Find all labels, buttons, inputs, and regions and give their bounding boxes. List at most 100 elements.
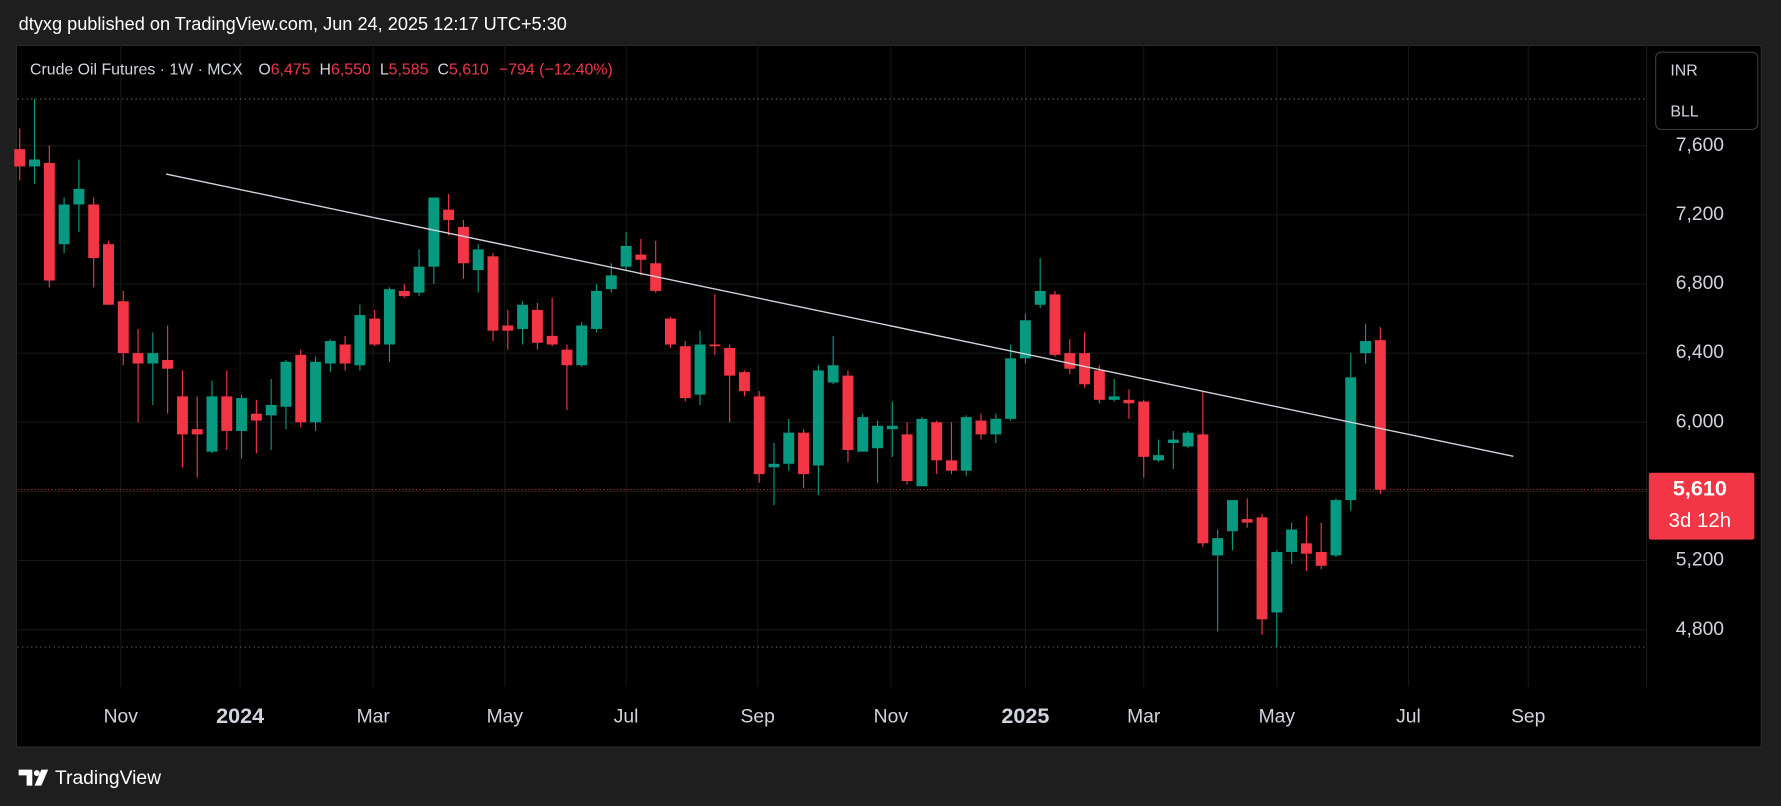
candle-body bbox=[798, 432, 810, 475]
candle-body bbox=[990, 418, 1002, 435]
candle-body bbox=[58, 204, 70, 245]
symbol: Crude Oil Futures · 1W · MCX bbox=[30, 62, 243, 79]
candle-body bbox=[443, 209, 455, 221]
candle-body bbox=[428, 197, 440, 267]
candle-body bbox=[916, 418, 928, 487]
candle-body bbox=[43, 162, 55, 281]
candle-body bbox=[339, 344, 351, 364]
candle-body bbox=[1271, 551, 1283, 613]
brand-logo bbox=[18, 769, 49, 786]
candle-body bbox=[827, 365, 839, 383]
y-tick-label: 5,200 bbox=[1676, 550, 1724, 571]
candle-body bbox=[280, 361, 292, 407]
candle-body bbox=[561, 349, 573, 366]
candle-body bbox=[1138, 401, 1150, 457]
publish-title: dtyxg published on TradingView.com, Jun … bbox=[19, 14, 567, 34]
candle-body bbox=[901, 434, 913, 482]
x-tick-label: Sep bbox=[1511, 707, 1545, 728]
candle-body bbox=[1212, 538, 1224, 556]
ohlc-value: 6,550 bbox=[331, 62, 371, 79]
unit-button[interactable]: BLL bbox=[1670, 104, 1698, 121]
candle-body bbox=[132, 353, 144, 364]
y-tick-label: 7,200 bbox=[1676, 204, 1724, 225]
x-tick-label: Sep bbox=[741, 707, 775, 728]
candle-body bbox=[1226, 500, 1238, 532]
candle-body bbox=[295, 354, 307, 423]
candle-body bbox=[206, 396, 218, 452]
candle-body bbox=[1286, 529, 1298, 552]
candle-body bbox=[1049, 294, 1061, 355]
candle-body bbox=[753, 396, 765, 475]
candle-body bbox=[1345, 377, 1357, 501]
candle-body bbox=[768, 463, 780, 468]
candle-body bbox=[1108, 396, 1120, 400]
x-tick-label: Nov bbox=[104, 707, 139, 728]
candle-body bbox=[1019, 320, 1031, 359]
candle-body bbox=[664, 318, 676, 345]
candle-body bbox=[265, 405, 277, 416]
candle-body bbox=[945, 460, 957, 471]
candle-body bbox=[546, 335, 558, 345]
x-tick-label: Nov bbox=[874, 707, 909, 728]
candle-body bbox=[191, 429, 203, 435]
x-tick-label: Mar bbox=[1127, 707, 1161, 728]
x-tick-label: Mar bbox=[357, 707, 391, 728]
candle-body bbox=[383, 289, 395, 345]
candle-body bbox=[1064, 353, 1076, 369]
candle-body bbox=[1153, 455, 1164, 461]
y-tick-label: 6,800 bbox=[1676, 273, 1724, 294]
ohlc-value: 5,585 bbox=[389, 62, 429, 79]
candle-body bbox=[103, 244, 114, 305]
candle-body bbox=[886, 425, 898, 430]
y-tick-label: 4,800 bbox=[1676, 619, 1724, 640]
candle-body bbox=[1034, 290, 1046, 305]
candle-body bbox=[531, 309, 543, 343]
candle-body bbox=[1256, 517, 1268, 620]
change: −794 (−12.40%) bbox=[499, 62, 613, 79]
candle-body bbox=[872, 425, 883, 449]
candle-body bbox=[812, 370, 824, 466]
candle-body bbox=[398, 290, 410, 297]
candle-body bbox=[591, 290, 602, 329]
candle-body bbox=[147, 353, 159, 364]
candle-body bbox=[605, 275, 617, 290]
candle-body bbox=[472, 249, 484, 271]
candle-body bbox=[620, 245, 632, 267]
candle-body bbox=[457, 226, 469, 264]
x-tick-label: 2025 bbox=[1001, 703, 1049, 728]
x-tick-label: Jul bbox=[1396, 707, 1421, 728]
plot bbox=[14, 45, 1647, 687]
candle-body bbox=[14, 149, 26, 167]
x-tick-label: 2024 bbox=[216, 703, 264, 728]
ohlc-value: 5,610 bbox=[449, 62, 489, 79]
y-tick-label: 6,400 bbox=[1676, 342, 1724, 363]
candle-body bbox=[679, 346, 691, 399]
x-tick-label: Jul bbox=[614, 707, 639, 728]
y-tick-label: 6,000 bbox=[1676, 411, 1724, 432]
last-price-label: 5,610 bbox=[1673, 475, 1727, 500]
unit-button[interactable]: INR bbox=[1670, 63, 1697, 80]
candle-body bbox=[236, 398, 248, 431]
candle-body bbox=[1197, 434, 1209, 544]
candle-body bbox=[502, 325, 514, 331]
candle-body bbox=[960, 417, 972, 471]
candle-body bbox=[310, 361, 321, 423]
ohlc-key: O bbox=[258, 62, 270, 79]
candle-body bbox=[842, 375, 854, 450]
candle-body bbox=[694, 344, 706, 395]
candle-body bbox=[1182, 432, 1194, 447]
candle-body bbox=[1167, 439, 1179, 444]
candle-body bbox=[29, 159, 41, 167]
candle-body bbox=[709, 344, 721, 347]
candle-body bbox=[857, 417, 869, 452]
candle-body bbox=[1330, 500, 1342, 556]
y-tick-label: 7,600 bbox=[1676, 135, 1724, 156]
candle-body bbox=[724, 347, 736, 376]
candle-body bbox=[117, 301, 129, 354]
candle-body bbox=[1300, 543, 1312, 554]
candle-body bbox=[250, 413, 262, 421]
x-tick-label: May bbox=[1259, 707, 1296, 728]
candle-body bbox=[635, 254, 647, 260]
unit-panel bbox=[1655, 51, 1759, 130]
